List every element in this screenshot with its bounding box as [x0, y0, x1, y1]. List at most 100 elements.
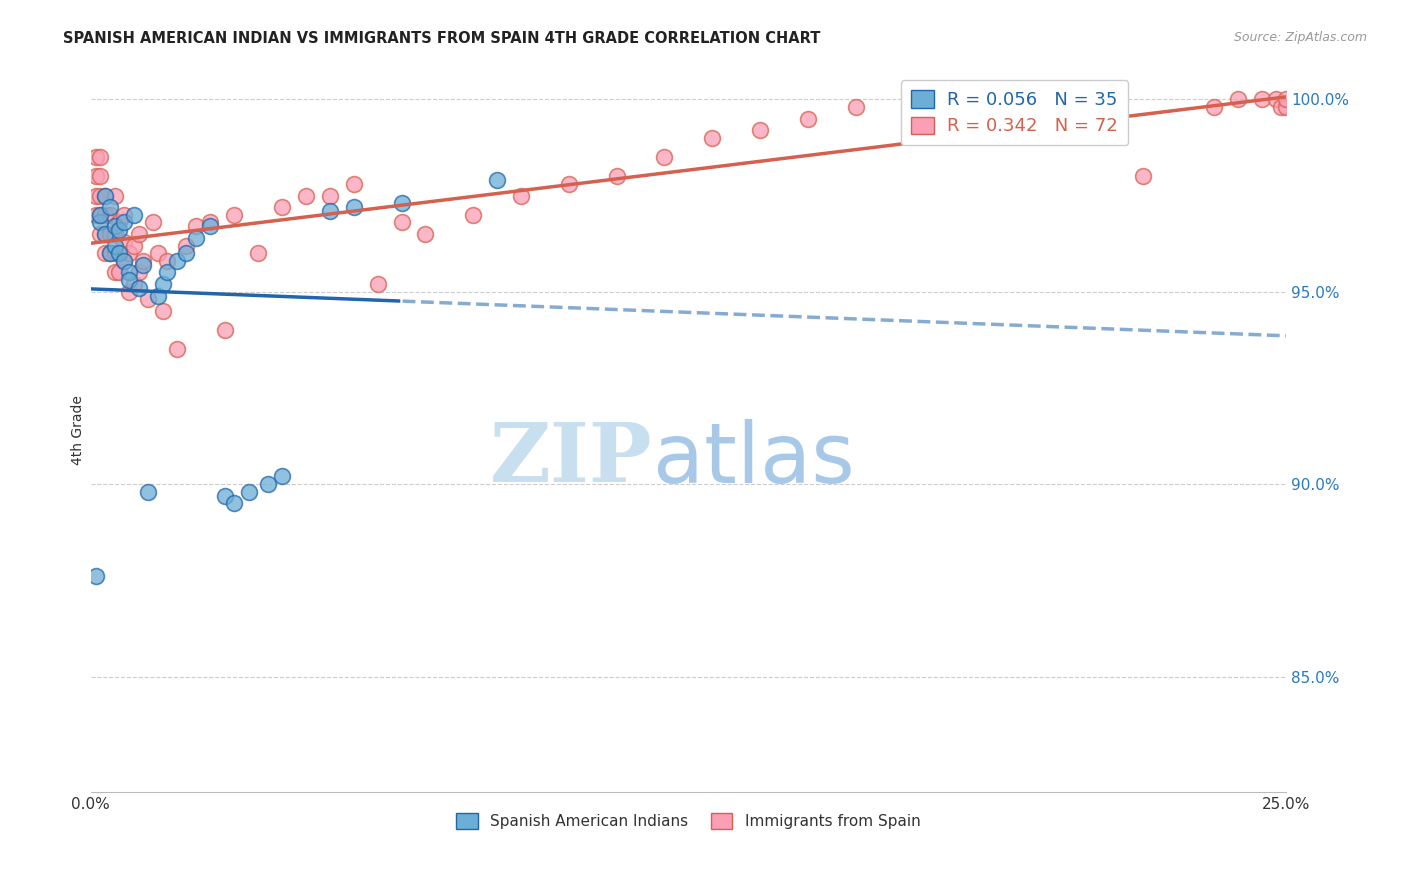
Point: [271, 200, 294, 214]
Point: [1275, 100, 1298, 114]
Point: [184, 219, 207, 234]
Point: [146, 288, 169, 302]
Point: [146, 246, 169, 260]
Point: [112, 254, 135, 268]
Point: [256, 477, 278, 491]
Point: [238, 484, 260, 499]
Point: [98, 246, 121, 260]
Point: [1251, 92, 1274, 106]
Point: [108, 223, 131, 237]
Point: [510, 188, 533, 202]
Point: [84, 569, 107, 583]
Point: [104, 265, 127, 279]
Point: [84, 150, 107, 164]
Point: [89, 150, 111, 164]
Point: [89, 215, 111, 229]
Point: [94, 227, 117, 241]
Point: [702, 130, 724, 145]
Point: [1204, 100, 1226, 114]
Point: [1227, 92, 1250, 106]
Point: [176, 246, 198, 260]
Point: [391, 196, 413, 211]
Point: [98, 200, 121, 214]
Point: [156, 265, 179, 279]
Point: [104, 238, 127, 252]
Point: [156, 254, 179, 268]
Point: [94, 188, 117, 202]
Point: [118, 265, 141, 279]
Point: [415, 227, 437, 241]
Point: [1270, 100, 1292, 114]
Point: [84, 208, 107, 222]
Point: [214, 489, 236, 503]
Point: [654, 150, 676, 164]
Point: [343, 200, 366, 214]
Point: [128, 265, 150, 279]
Text: SPANISH AMERICAN INDIAN VS IMMIGRANTS FROM SPAIN 4TH GRADE CORRELATION CHART: SPANISH AMERICAN INDIAN VS IMMIGRANTS FR…: [63, 31, 821, 46]
Point: [108, 246, 131, 260]
Point: [122, 238, 145, 252]
Point: [89, 208, 111, 222]
Point: [94, 227, 117, 241]
Point: [1265, 92, 1288, 106]
Point: [184, 231, 207, 245]
Point: [89, 169, 111, 184]
Point: [98, 227, 121, 241]
Point: [247, 246, 270, 260]
Point: [463, 208, 485, 222]
Point: [271, 469, 294, 483]
Point: [112, 235, 135, 249]
Point: [89, 188, 111, 202]
Text: atlas: atlas: [652, 418, 855, 500]
Point: [224, 208, 246, 222]
Point: [104, 219, 127, 234]
Point: [112, 254, 135, 268]
Point: [136, 484, 159, 499]
Point: [104, 188, 127, 202]
Point: [200, 219, 222, 234]
Point: [319, 188, 342, 202]
Point: [84, 169, 107, 184]
Point: [98, 208, 121, 222]
Point: [486, 173, 509, 187]
Point: [132, 254, 155, 268]
Point: [1084, 112, 1107, 126]
Point: [108, 265, 131, 279]
Point: [118, 246, 141, 260]
Point: [118, 285, 141, 299]
Point: [84, 188, 107, 202]
Point: [132, 258, 155, 272]
Point: [606, 169, 628, 184]
Text: ZIP: ZIP: [489, 419, 652, 500]
Point: [89, 208, 111, 222]
Point: [122, 208, 145, 222]
Point: [112, 208, 135, 222]
Point: [128, 281, 150, 295]
Point: [152, 304, 174, 318]
Point: [128, 227, 150, 241]
Point: [98, 246, 121, 260]
Point: [749, 123, 772, 137]
Point: [112, 215, 135, 229]
Point: [391, 215, 413, 229]
Point: [118, 273, 141, 287]
Point: [797, 112, 820, 126]
Point: [295, 188, 318, 202]
Point: [94, 246, 117, 260]
Point: [200, 215, 222, 229]
Point: [845, 100, 868, 114]
Point: [104, 246, 127, 260]
Point: [136, 293, 159, 307]
Point: [1036, 100, 1059, 114]
Point: [108, 246, 131, 260]
Point: [108, 215, 131, 229]
Text: Source: ZipAtlas.com: Source: ZipAtlas.com: [1233, 31, 1367, 45]
Point: [176, 238, 198, 252]
Y-axis label: 4th Grade: 4th Grade: [72, 395, 86, 465]
Point: [1132, 169, 1154, 184]
Point: [214, 323, 236, 337]
Point: [94, 208, 117, 222]
Point: [142, 215, 165, 229]
Point: [367, 277, 389, 291]
Point: [89, 227, 111, 241]
